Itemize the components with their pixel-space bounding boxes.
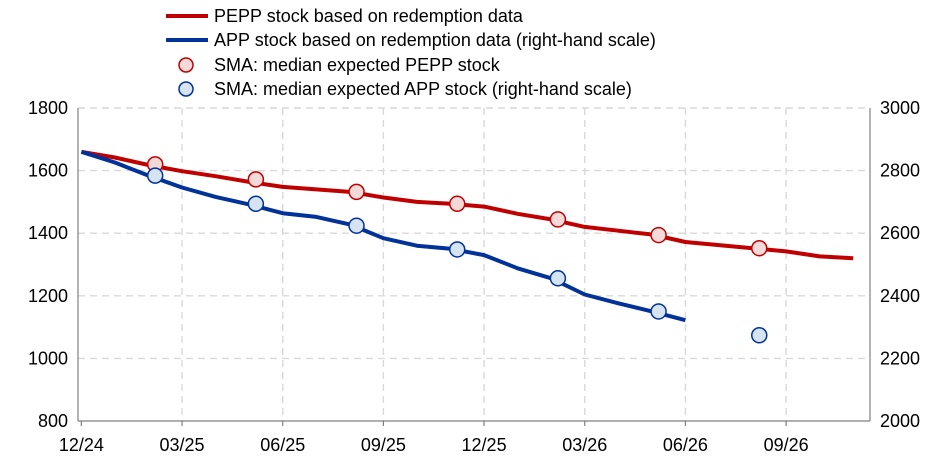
pepp-sma-marker: [448, 195, 466, 213]
grid: [78, 107, 870, 421]
pepp-sma-marker: [348, 183, 365, 201]
app-sma-marker: [751, 326, 768, 344]
y-right-tick-label: 3000: [880, 98, 920, 118]
app-sma-marker: [146, 167, 164, 184]
x-tick-label: 03/26: [562, 435, 607, 455]
x-tick-label: 12/24: [59, 435, 104, 455]
legend-label: SMA: median expected PEPP stock: [214, 55, 501, 75]
y-left-tick-label: 1000: [28, 348, 68, 368]
pepp-stock-line: [81, 149, 854, 261]
legend-label: APP stock based on redemption data (righ…: [214, 30, 656, 50]
legend: PEPP stock based on redemption data APP s…: [166, 6, 656, 99]
y-right-tick-label: 2800: [880, 161, 920, 181]
app-sma-marker: [348, 217, 365, 234]
x-tick-label: 06/26: [663, 435, 708, 455]
app-sma-marker: [448, 241, 466, 258]
x-tick-label: 06/25: [260, 435, 305, 455]
x-tick-label: 09/25: [361, 435, 406, 455]
x-tick-label: 12/25: [462, 435, 507, 455]
pepp-sma-marker: [650, 226, 667, 244]
app-sma-marker: [650, 303, 667, 320]
legend-label: SMA: median expected APP stock (right-ha…: [214, 79, 632, 99]
pepp-sma-marker: [247, 171, 265, 188]
app-sma-marker: [247, 195, 265, 213]
legend-pepp-marker-swatch: [178, 57, 194, 73]
y-right-tick-label: 2000: [880, 411, 920, 431]
app-sma-marker: [549, 270, 567, 287]
legend-app-marker-swatch: [178, 81, 194, 97]
y-left-tick-label: 1600: [28, 161, 68, 181]
axes: 800 1000 1200 1400 1600 1800 2000 2200 2400 2600 2…: [28, 98, 920, 455]
app-stock-line: [80, 149, 686, 323]
legend-label: PEPP stock based on redemption data: [214, 6, 524, 26]
pepp-sma-marker: [549, 211, 567, 228]
y-left-tick-label: 800: [38, 411, 68, 431]
y-right-tick-label: 2400: [880, 286, 920, 306]
y-right-tick-label: 2200: [880, 348, 920, 368]
pepp-sma-marker: [751, 239, 768, 257]
y-left-tick-label: 1800: [28, 98, 68, 118]
y-right-tick-label: 2600: [880, 223, 920, 243]
x-tick-label: 03/25: [160, 435, 205, 455]
plot-area: [80, 149, 854, 344]
y-left-tick-label: 1200: [28, 286, 68, 306]
x-tick-label: 09/26: [764, 435, 809, 455]
y-left-tick-label: 1400: [28, 223, 68, 243]
